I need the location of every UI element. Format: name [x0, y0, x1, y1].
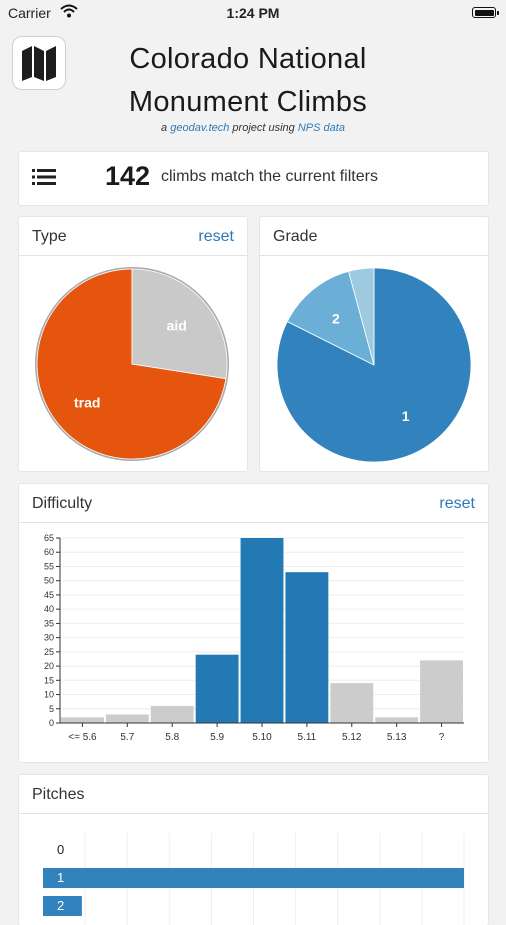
subtitle: a geodav.tech project using NPS data	[0, 122, 506, 134]
subtitle-middle: project using	[232, 122, 295, 134]
geodav-link[interactable]: geodav.tech	[170, 122, 230, 134]
bar--x	[420, 660, 463, 723]
pitches-row-chart[interactable]: 0 1 2	[19, 813, 488, 925]
y-tick-label: 20	[44, 661, 54, 671]
battery-icon	[472, 7, 499, 18]
x-tick-label: 5.8	[165, 732, 179, 743]
type-pie-chart[interactable]: trad aid	[19, 255, 247, 471]
y-tick-label: 25	[44, 647, 54, 657]
pie-slice-aid	[131, 268, 228, 380]
nps-data-link[interactable]: NPS data	[297, 122, 345, 134]
results-count-bar: 142 climbs match the current filters	[19, 152, 488, 205]
difficulty-card-title: Difficulty	[32, 495, 93, 512]
pie-label-2: 2	[332, 310, 340, 326]
pitch-bar-1	[43, 868, 464, 888]
pie-label-1: 1	[402, 408, 410, 424]
difficulty-card: Difficulty reset 0 5 10 15 20 25 30 35 40 45 50 55 6…	[19, 484, 488, 762]
x-tick-label: 5.11	[298, 732, 317, 743]
pitch-label-2: 2	[57, 898, 64, 913]
match-count: 142	[105, 161, 151, 191]
list-icon[interactable]	[32, 168, 56, 191]
pie-label-aid: aid	[167, 318, 187, 334]
y-tick-label: 60	[44, 547, 54, 557]
title-line-1: Colorado National	[129, 43, 367, 75]
x-tick-label: 5.9	[210, 732, 224, 743]
pitches-card-title: Pitches	[32, 786, 85, 803]
x-tick-label: ?	[439, 732, 445, 743]
type-card-title: Type	[32, 228, 67, 245]
difficulty-bar-chart[interactable]: 0 5 10 15 20 25 30 35 40 45 50 55 60 65 <= 5.6 5.7 5.8 5.…	[19, 522, 488, 762]
pitches-card-header: Pitches	[19, 775, 488, 814]
wifi-icon	[60, 4, 78, 21]
y-tick-label: 0	[49, 718, 54, 728]
carrier-label: Carrier	[8, 5, 51, 21]
type-card-header: Type reset	[19, 217, 247, 256]
difficulty-reset-link[interactable]: reset	[439, 495, 475, 512]
y-tick-label: 35	[44, 618, 54, 628]
pie-slice-3	[348, 267, 375, 366]
grade-card-title: Grade	[273, 228, 318, 245]
bar-56-x	[61, 717, 104, 723]
pie-slice-trad	[36, 268, 227, 460]
bar-57-x	[105, 714, 149, 723]
grade-pie-chart[interactable]: 12	[260, 255, 488, 471]
pitch-label-0: 0	[57, 842, 64, 857]
bar-511-x	[285, 572, 329, 723]
title-line-2: Monument Climbs	[128, 86, 368, 118]
status-bar: Carrier 1:24 PM	[0, 0, 506, 26]
y-tick-label: 65	[44, 533, 54, 543]
y-tick-label: 40	[44, 604, 54, 614]
pie-slice-2	[286, 270, 375, 366]
y-tick-label: 45	[44, 590, 54, 600]
pitches-card: Pitches 0 1 2	[19, 775, 488, 925]
x-tick-label: 5.12	[342, 732, 362, 743]
x-tick-label: 5.10	[252, 732, 272, 743]
map-icon[interactable]	[12, 36, 66, 90]
bar-513-x	[375, 717, 419, 723]
subtitle-prefix: a	[161, 122, 168, 134]
bar-58-x	[150, 705, 194, 723]
type-reset-link[interactable]: reset	[198, 228, 234, 245]
y-tick-label: 55	[44, 561, 54, 571]
x-tick-label: 5.7	[120, 732, 134, 743]
type-card: Type reset trad aid	[19, 217, 247, 471]
pie-label-trad: trad	[74, 394, 100, 410]
y-tick-label: 30	[44, 633, 54, 643]
y-tick-label: 10	[44, 690, 54, 700]
x-tick-label: <= 5.6	[68, 732, 97, 743]
y-tick-label: 50	[44, 576, 54, 586]
bar-510-x	[240, 538, 284, 723]
pitch-label-1: 1	[57, 870, 64, 885]
bar-59-x	[195, 654, 239, 723]
grade-card-header: Grade	[260, 217, 488, 256]
y-tick-label: 15	[44, 675, 54, 685]
match-count-text: climbs match the current filters	[161, 168, 378, 185]
x-tick-label: 5.13	[387, 732, 407, 743]
clock: 1:24 PM	[226, 5, 280, 21]
y-tick-label: 5	[49, 704, 54, 714]
difficulty-card-header: Difficulty reset	[19, 484, 488, 523]
bar-512-x	[330, 683, 374, 723]
page-title: Colorado National Monument Climbs	[80, 38, 416, 124]
